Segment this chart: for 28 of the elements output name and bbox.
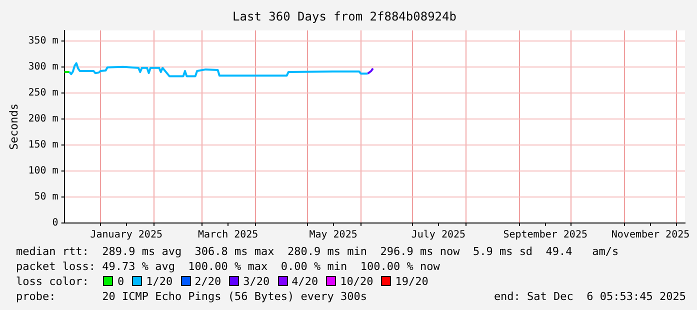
x-tick-label: September 2025 xyxy=(503,230,588,241)
legend-label: 4/20 xyxy=(292,275,318,288)
y-tick-label: 300 m xyxy=(28,61,58,72)
legend-label: 19/20 xyxy=(395,275,428,288)
x-tick-label: November 2025 xyxy=(611,230,690,241)
text: median rtt: 289.9 ms avg 306.8 ms max 280.9 ms min 296.9 ms now 5.9 ms sd 49.4 am/s xyxy=(16,245,619,258)
y-tick-label: 350 m xyxy=(28,35,58,46)
legend-label: 3/20 xyxy=(243,275,270,288)
legend-label: 10/20 xyxy=(340,275,374,288)
x-tick-label: March 2025 xyxy=(198,230,258,241)
x-tick-label: January 2025 xyxy=(90,230,162,241)
text: end: Sat Dec 6 05:53:45 2025 xyxy=(494,289,686,304)
text: packet loss: 49.73 % avg 100.00 % max 0.00 % min 100.00 % now xyxy=(16,260,440,273)
y-tick-label: 0 xyxy=(52,218,58,229)
legend-label: 1/20 xyxy=(146,275,173,288)
y-tick-label: 100 m xyxy=(28,166,58,177)
text: probe: 20 ICMP Echo Pings (56 Bytes) every 300s xyxy=(16,290,367,303)
legend-label: 0 xyxy=(117,275,124,288)
y-tick-label: 150 m xyxy=(28,140,58,151)
y-tick-label: 50 m xyxy=(34,192,58,203)
x-tick-label: July 2025 xyxy=(411,230,466,241)
legend-label: 2/20 xyxy=(194,275,222,288)
x-tick-label: May 2025 xyxy=(309,230,358,241)
y-tick-label: 200 m xyxy=(28,113,58,124)
y-tick-label: 250 m xyxy=(28,87,58,98)
y-axis-title: Seconds xyxy=(7,104,20,150)
legend-title: loss color: xyxy=(16,275,90,288)
chart-title: Last 360 Days from 2f884b08924b xyxy=(232,9,456,24)
